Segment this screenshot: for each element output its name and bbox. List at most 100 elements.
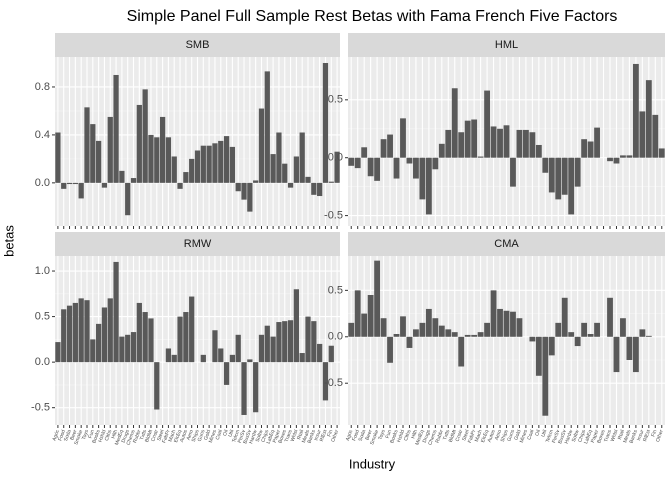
bar	[305, 176, 311, 183]
bar	[177, 182, 183, 189]
x-tick-label: Other	[655, 429, 665, 443]
x-tick-label: Autos	[179, 429, 189, 444]
strip	[55, 232, 340, 256]
bar	[119, 336, 125, 363]
bar	[432, 157, 439, 170]
bar	[299, 132, 305, 183]
bar	[607, 297, 613, 337]
bar	[223, 362, 230, 385]
bar	[581, 139, 588, 158]
bar	[574, 157, 581, 187]
bar	[148, 318, 154, 363]
bar	[130, 332, 137, 363]
bar	[84, 107, 90, 183]
x-tick-label: Steel	[156, 429, 166, 442]
bar	[311, 321, 317, 363]
bar	[503, 125, 510, 158]
strip-label: SMB	[186, 39, 210, 51]
x-tick-label: Txtls	[442, 429, 451, 441]
bar	[438, 325, 445, 337]
bar	[235, 182, 241, 192]
bar	[594, 322, 600, 337]
bar	[90, 339, 96, 363]
x-tick-label: Softw	[571, 429, 581, 443]
chart-title: Simple Panel Full Sample Rest Betas with…	[127, 8, 618, 25]
bar	[425, 308, 432, 337]
bar	[490, 126, 497, 158]
bar	[645, 80, 652, 158]
bar	[61, 182, 67, 189]
bar	[200, 354, 206, 363]
bar	[367, 157, 374, 177]
bar	[613, 336, 620, 373]
bar	[218, 348, 224, 363]
bar	[270, 154, 276, 183]
bar	[406, 336, 413, 348]
bar	[136, 302, 142, 363]
x-tick-label: Boxes	[277, 429, 288, 445]
bar	[287, 182, 294, 188]
bar	[354, 290, 361, 337]
bar	[119, 170, 125, 183]
bar	[451, 88, 458, 158]
bar	[107, 116, 113, 183]
x-tick-label: Rubbr	[435, 429, 445, 444]
x-tick-label: Chips	[577, 429, 587, 444]
bar	[464, 334, 471, 337]
bar	[311, 182, 317, 195]
bar	[299, 353, 305, 363]
bar	[458, 336, 465, 367]
bar	[497, 308, 503, 337]
bar	[136, 104, 142, 183]
x-tick-label: RlEst	[642, 429, 652, 443]
x-tick-label: Beer	[69, 429, 78, 441]
x-tick-label: Gold	[203, 429, 212, 441]
y-tick-label: 0.0	[35, 177, 50, 189]
x-tick-label: Hshld	[98, 429, 108, 443]
x-tick-label: Steel	[461, 429, 471, 442]
x-tick-label: Hlth	[111, 429, 120, 440]
x-tick-label: Fun	[385, 429, 394, 439]
x-tick-label: Food	[351, 429, 361, 442]
x-tick-label: Food	[57, 429, 67, 442]
x-tick-label: Smoke	[369, 429, 380, 446]
bar	[247, 359, 253, 363]
bar	[322, 362, 329, 401]
bar	[484, 90, 491, 158]
x-tick-label: Whlsl	[610, 429, 620, 443]
x-tick-label: Paper	[590, 429, 600, 444]
bar	[516, 318, 523, 337]
x-tick-label: MedEq	[414, 429, 425, 446]
bar	[380, 318, 387, 337]
bar	[206, 145, 212, 183]
x-tick-label: Coal	[215, 429, 224, 441]
bar	[113, 261, 119, 363]
y-tick-label: 0.5	[328, 284, 343, 296]
y-axis-label: betas	[1, 225, 16, 257]
bar	[171, 156, 177, 183]
bar	[645, 335, 652, 337]
strip-label: HML	[495, 39, 518, 51]
bar	[229, 354, 236, 363]
bar	[445, 129, 452, 158]
strip-label: RMW	[184, 238, 212, 250]
bar	[55, 342, 61, 363]
bar	[354, 157, 361, 169]
bar	[555, 157, 562, 200]
bar	[154, 362, 160, 410]
bar	[328, 345, 334, 363]
x-tick-label: Banks	[307, 429, 318, 445]
x-tick-label: Rtail	[296, 429, 305, 440]
bar	[361, 313, 368, 337]
bar	[241, 362, 247, 415]
bar	[229, 146, 236, 183]
y-tick-label: -0.5	[324, 377, 343, 389]
x-tick-label: Mines	[208, 429, 218, 444]
x-tick-label: Telcm	[231, 429, 241, 443]
bar	[223, 136, 230, 183]
bar	[471, 119, 478, 158]
bar	[165, 137, 172, 183]
bar	[189, 158, 195, 183]
x-tick-label: LabEq	[266, 429, 277, 445]
bar	[367, 295, 374, 337]
